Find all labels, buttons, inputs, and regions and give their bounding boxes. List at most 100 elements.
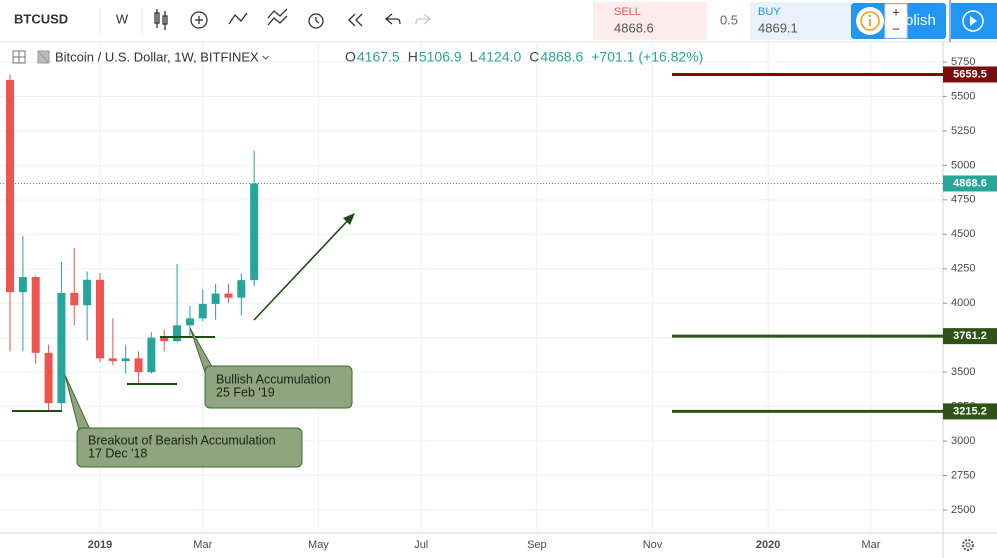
callout-text: Breakout of Bearish Accumulation [88, 433, 276, 447]
qty-stepper[interactable] [884, 3, 908, 39]
legend-change: +701.1 (+16.82%) [591, 49, 703, 65]
x-tick-label: May [308, 539, 329, 551]
candle-body [6, 79, 15, 293]
undo-icon[interactable] [384, 13, 401, 25]
candle-body [57, 292, 66, 404]
level-badge-label: 3215.2 [953, 405, 987, 417]
y-tick-label: 5000 [951, 159, 975, 171]
candle-body [95, 279, 104, 359]
support-lines [12, 336, 215, 412]
buy-button[interactable] [750, 2, 851, 40]
trend-arrow [253, 213, 355, 321]
callout: Bullish Accumulation 25 Feb '19 [189, 327, 353, 409]
compare-icon[interactable] [228, 12, 248, 25]
candle-body [108, 358, 117, 362]
y-tick-label: 2500 [951, 504, 975, 516]
symbol-menu [262, 55, 270, 60]
arrow-head [343, 213, 355, 225]
price-badges: 5659.5 3761.2 3215.2 4868.6 [943, 66, 997, 420]
publish-label: blish [905, 12, 936, 29]
settings-icon[interactable] [962, 539, 974, 551]
candles-icon[interactable] [154, 9, 168, 30]
callout-tail [64, 374, 93, 435]
play-icon [962, 10, 984, 32]
buy-label: BUY [758, 6, 781, 18]
x-tick-label: 2019 [88, 539, 112, 551]
legend-key: L [470, 49, 478, 65]
toolbar-icons [154, 8, 432, 30]
callout-box [204, 365, 353, 409]
candle-body [83, 279, 92, 306]
x-tick-label: Mar [861, 539, 880, 551]
callout-box [76, 427, 303, 468]
level-badge-label: 5659.5 [953, 68, 987, 80]
y-tick-label: 4000 [951, 297, 975, 309]
spread: 0.5 [720, 12, 738, 27]
y-tick-label: 4500 [951, 228, 975, 240]
info-icon[interactable] [860, 11, 880, 31]
y-tick-label: 3000 [951, 435, 975, 447]
symbol[interactable]: BTCUSD [14, 11, 68, 26]
candle-body [224, 293, 233, 298]
candle-body [198, 303, 207, 319]
legend-value: 4124.0 [478, 49, 521, 65]
minus[interactable]: − [892, 21, 900, 36]
indicator-icon[interactable] [190, 11, 208, 29]
level-badge [943, 403, 997, 420]
x-tick-label: Mar [193, 539, 212, 551]
candle-body [134, 358, 143, 373]
legend-value: 5106.9 [419, 49, 462, 65]
templates-icon[interactable] [267, 8, 288, 26]
candle-body [18, 277, 27, 293]
callout-date: 25 Feb '19 [216, 385, 275, 399]
y-tick-label: 4250 [951, 263, 975, 275]
x-tick-label: Sep [527, 539, 547, 551]
level-badge [943, 328, 997, 345]
gear[interactable] [962, 539, 974, 551]
y-tick-label: 3500 [951, 366, 975, 378]
plot [0, 72, 943, 413]
callout: Breakout of Bearish Accumulation 17 Dec … [64, 374, 303, 468]
symbol-icon [37, 50, 50, 64]
legend-key: H [408, 49, 418, 65]
y-tick-label: 5250 [951, 125, 975, 137]
candle-body [147, 337, 156, 373]
candle-body [160, 337, 169, 342]
x-tick-label: Jul [414, 539, 428, 551]
sell-button[interactable] [593, 2, 707, 40]
grid: 2500275030003250350037504000425045004750… [0, 42, 975, 551]
legend-key: O [345, 49, 356, 65]
legend-value: 4868.6 [540, 49, 583, 65]
last-price-badge [943, 175, 997, 192]
alert-icon[interactable] [308, 13, 324, 29]
candle-body [211, 293, 220, 304]
x-tick-label: 2020 [756, 539, 780, 551]
y-tick-label: 4750 [951, 194, 975, 206]
legend-value: 4167.5 [357, 49, 400, 65]
y-tick-label: 5500 [951, 90, 975, 102]
play-icon [970, 16, 977, 26]
buy-price: 4869.1 [758, 20, 798, 35]
candle-body [44, 352, 53, 404]
sell-label: SELL [614, 6, 641, 18]
arrow-line [253, 214, 354, 321]
level-badge [943, 66, 997, 83]
callout-date: 17 Dec '18 [88, 446, 147, 460]
y-tick-label: 2750 [951, 469, 975, 481]
candle-body [70, 292, 79, 306]
y-tick-label: 5750 [951, 56, 975, 68]
candle-body [185, 318, 194, 326]
candle-body [250, 183, 259, 281]
redo-icon[interactable] [415, 13, 432, 25]
callout-text: Bullish Accumulation [216, 372, 331, 386]
replay-icon[interactable] [348, 13, 363, 27]
gear [965, 542, 971, 548]
legend-key: C [529, 49, 539, 65]
candle-body [173, 325, 182, 342]
interval[interactable]: W [116, 11, 129, 26]
sell-price: 4868.6 [614, 20, 654, 35]
x-tick-label: Nov [643, 539, 663, 551]
level-badge-label: 3761.2 [953, 330, 987, 342]
plus[interactable]: + [892, 4, 900, 19]
